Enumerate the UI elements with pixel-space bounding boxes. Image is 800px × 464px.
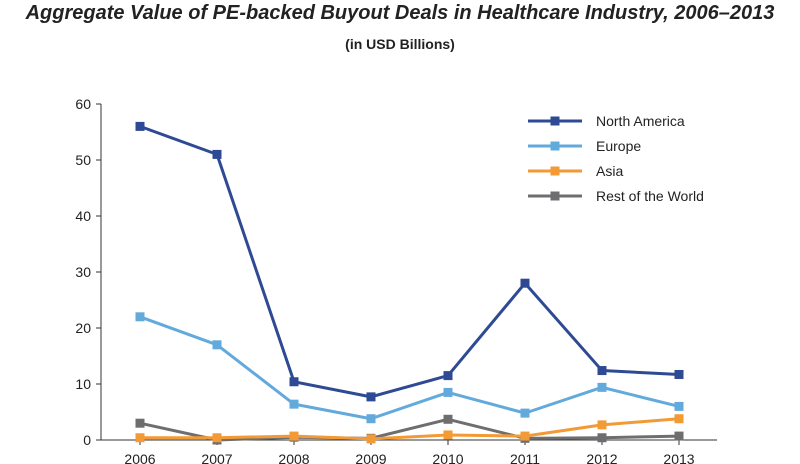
data-point-europe	[597, 382, 607, 392]
series-line-north-america	[139, 124, 680, 399]
data-point-north-america	[597, 366, 607, 376]
data-point-rest-of-the-world	[597, 433, 607, 443]
legend-marker	[550, 116, 560, 126]
data-point-europe	[289, 399, 299, 409]
data-point-asia	[674, 414, 684, 424]
series-line-rest-of-the-world	[139, 417, 680, 442]
x-tick-label: 2008	[278, 451, 309, 464]
data-point-asia	[597, 420, 607, 430]
data-point-north-america	[443, 371, 453, 381]
y-tick-label: 10	[75, 376, 91, 392]
legend-marker	[550, 141, 560, 151]
data-point-asia	[212, 433, 222, 443]
x-tick-label: 2011	[510, 451, 540, 464]
data-point-north-america	[212, 149, 222, 159]
data-point-north-america	[520, 278, 530, 288]
legend-label: North America	[596, 113, 685, 129]
series-line-asia	[140, 417, 680, 441]
legend-item-europe: Europe	[528, 138, 641, 154]
data-point-europe	[212, 340, 222, 350]
data-point-asia	[135, 433, 145, 443]
legend-label: Rest of the World	[596, 188, 704, 204]
data-point-rest-of-the-world	[443, 414, 453, 424]
x-tick-label: 2010	[432, 451, 463, 464]
data-point-north-america	[674, 369, 684, 379]
data-point-europe	[443, 387, 453, 397]
data-point-europe	[674, 401, 684, 411]
x-tick-label: 2007	[201, 451, 232, 464]
legend: North America Europe Asia Rest of the World	[528, 113, 704, 204]
series-north-america	[135, 121, 684, 402]
chart-subtitle: (in USD Billions)	[345, 36, 455, 52]
legend-marker	[550, 166, 560, 176]
y-tick-label: 0	[83, 432, 91, 448]
data-point-asia	[366, 434, 376, 444]
series-asia	[135, 414, 684, 444]
legend-item-asia: Asia	[528, 163, 623, 179]
data-point-asia	[443, 430, 453, 440]
data-point-asia	[520, 431, 530, 441]
x-tick-label: 2012	[586, 451, 617, 464]
series-layer	[135, 121, 684, 445]
axes: 0 10 20 30 40 50 60 2006 2007 2008 2009 2010 2011 201…	[75, 96, 717, 464]
data-point-europe	[366, 414, 376, 424]
series-line-europe	[139, 315, 680, 421]
y-tick-label: 20	[75, 320, 91, 336]
data-point-europe	[520, 408, 530, 418]
x-tick-label: 2013	[663, 451, 694, 464]
x-tick-label: 2006	[124, 451, 155, 464]
y-tick-label: 40	[75, 208, 91, 224]
legend-label: Asia	[596, 163, 623, 179]
series-europe	[135, 312, 684, 424]
legend-item-rest-of-the-world: Rest of the World	[528, 188, 704, 204]
data-point-north-america	[366, 392, 376, 402]
y-tick-label: 60	[75, 96, 91, 112]
data-point-rest-of-the-world	[674, 431, 684, 441]
data-point-europe	[135, 312, 145, 322]
x-tick-label: 2009	[355, 451, 386, 464]
legend-marker	[550, 191, 560, 201]
y-tick-label: 50	[75, 152, 91, 168]
chart-title: Aggregate Value of PE-backed Buyout Deal…	[25, 2, 775, 24]
legend-item-north-america: North America	[528, 113, 685, 129]
data-point-north-america	[289, 377, 299, 387]
data-point-rest-of-the-world	[135, 418, 145, 428]
data-point-north-america	[135, 121, 145, 131]
legend-label: Europe	[596, 138, 641, 154]
data-point-asia	[289, 431, 299, 441]
y-tick-label: 30	[75, 264, 91, 280]
